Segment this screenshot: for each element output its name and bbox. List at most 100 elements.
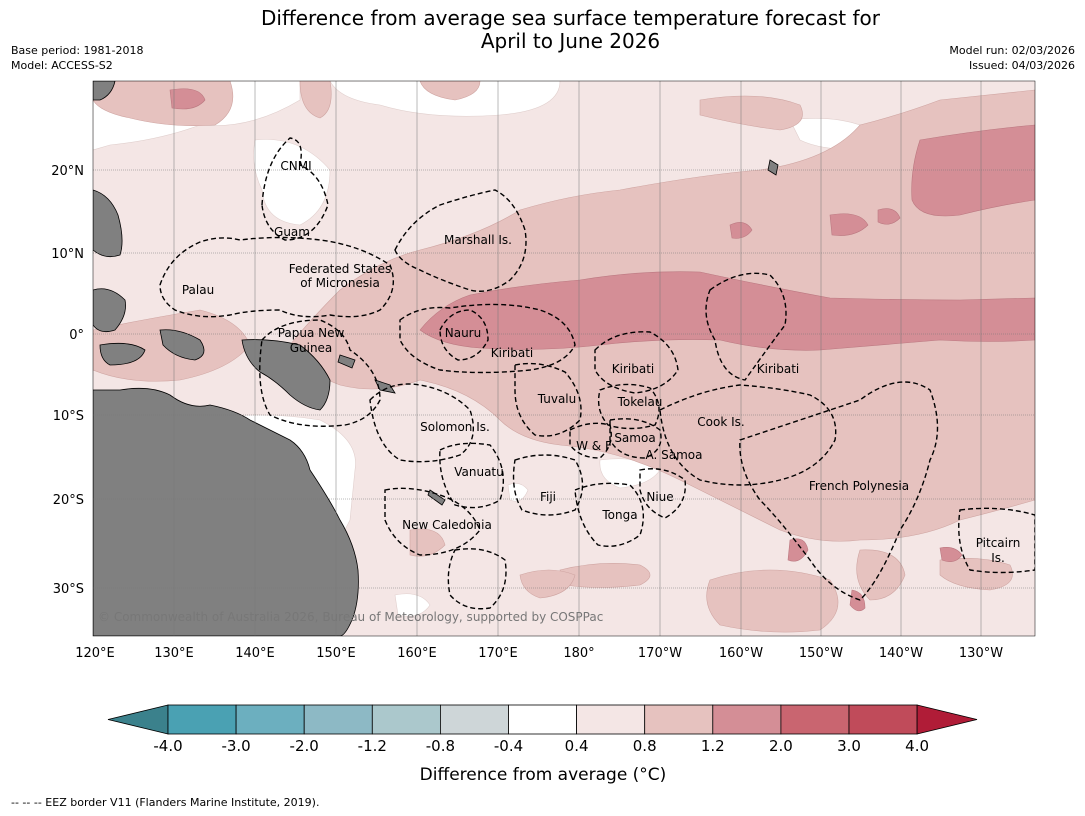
label-niue: Niue <box>646 490 673 504</box>
label-kiribati-west: Kiribati <box>491 346 533 360</box>
eez-wallis-futuna <box>569 422 612 459</box>
title-line-2: April to June 2026 <box>480 29 661 53</box>
colorbar-tick: -4.0 <box>153 737 182 755</box>
colorbar-segment <box>235 704 305 735</box>
colorbar-under-arrow <box>107 704 169 735</box>
lat-tick: 30°S <box>53 582 84 597</box>
lon-tick: 140°E <box>235 646 275 661</box>
eez-micronesia-palau <box>159 236 394 318</box>
label-french-polynesia: French Polynesia <box>809 479 909 493</box>
colorbar-segment <box>712 704 782 735</box>
lat-tick: 10°N <box>51 247 84 262</box>
colorbar-tick: -0.4 <box>494 737 523 755</box>
label-pitcairn-1: Pitcairn <box>976 536 1021 550</box>
model-run: Model run: 02/03/2026 <box>949 44 1075 57</box>
label-cook: Cook Is. <box>697 415 744 429</box>
label-tuvalu: Tuvalu <box>537 392 577 406</box>
eez-fiji <box>512 454 584 516</box>
eez-kiribati-line <box>705 272 787 381</box>
colorbar-segment <box>848 704 918 735</box>
eez-cnmi-guam <box>261 137 329 241</box>
lon-tick: 120°E <box>75 646 115 661</box>
eez-cook <box>659 384 837 486</box>
lon-tick: 150°E <box>316 646 356 661</box>
eez-tuvalu <box>514 362 582 437</box>
lat-tick: 20°S <box>53 493 84 508</box>
model-name: Model: ACCESS-S2 <box>11 59 113 72</box>
map-title: Difference from average sea surface temp… <box>0 7 1085 53</box>
eez-nauru <box>439 309 489 361</box>
latitude-lines <box>93 169 1035 589</box>
land-masses <box>93 81 779 636</box>
colorbar <box>107 704 978 735</box>
colorbar-tick: 0.8 <box>633 737 657 755</box>
region-labels: CNMI Guam Marshall Is. Federated States … <box>182 159 1020 565</box>
lon-tick: 130°W <box>959 646 1003 661</box>
hawaii <box>767 159 779 176</box>
label-png-2: Guinea <box>290 341 333 355</box>
label-fsm-1: Federated States <box>289 262 391 276</box>
new-guinea <box>241 339 331 411</box>
eez-borders <box>159 137 1035 610</box>
lon-tick: 150°W <box>799 646 843 661</box>
lon-tick: 130°E <box>154 646 194 661</box>
colorbar-segment <box>780 704 850 735</box>
title-line-1: Difference from average sea surface temp… <box>260 6 880 30</box>
eez-solomon <box>369 383 474 463</box>
eez-french-polynesia <box>739 381 939 601</box>
eez-niue <box>639 468 687 519</box>
base-period: Base period: 1981-2018 <box>11 44 144 57</box>
eez-kiribati-west <box>399 303 576 374</box>
colorbar-tick-labels: -4.0 -3.0 -2.0 -1.2 -0.8 -0.4 0.4 0.8 1.… <box>153 737 929 755</box>
eez-kiribati-phoenix <box>594 331 679 394</box>
eez-vanuatu <box>439 442 504 509</box>
label-guam: Guam <box>274 225 310 239</box>
label-tonga: Tonga <box>601 508 637 522</box>
colorbar-tick: 4.0 <box>905 737 929 755</box>
eez-tokelau <box>597 383 660 430</box>
eez-footnote: -- -- -- EEZ border V11 (Flanders Marine… <box>11 796 320 809</box>
label-new-caledonia: New Caledonia <box>402 518 492 532</box>
map-frame <box>92 80 1036 637</box>
colorbar-tick: -0.8 <box>426 737 455 755</box>
meta-right: Model run: 02/03/2026 Issued: 04/03/2026 <box>949 43 1075 73</box>
label-samoa: Samoa <box>614 431 655 445</box>
longitude-tick-labels: 120°E 130°E 140°E 150°E 160°E 170°E 180°… <box>75 646 1003 661</box>
lon-tick: 140°W <box>879 646 923 661</box>
label-fsm-2: of Micronesia <box>300 276 380 290</box>
eez-new-caledonia <box>384 487 481 556</box>
lat-tick: 20°N <box>51 164 84 179</box>
bismarck-islands <box>337 354 356 369</box>
colorbar-tick: -3.0 <box>221 737 250 755</box>
lon-tick: 170°E <box>478 646 518 661</box>
label-solomon: Solomon Is. <box>420 420 490 434</box>
lat-tick: 10°S <box>53 409 84 424</box>
label-kiribati-central: Kiribati <box>612 362 654 376</box>
lon-tick: 180° <box>563 646 594 661</box>
colorbar-segment <box>167 704 237 735</box>
colorbar-segment <box>508 704 577 735</box>
philippines <box>93 189 123 258</box>
new-caledonia-land <box>427 489 446 506</box>
map-panel: CNMI Guam Marshall Is. Federated States … <box>93 81 1035 636</box>
eez-norfolk <box>447 548 507 610</box>
colorbar-segment <box>371 704 441 735</box>
label-nauru: Nauru <box>445 326 481 340</box>
label-vanuatu: Vanuatu <box>454 465 504 479</box>
label-cnmi: CNMI <box>280 159 311 173</box>
eez-tonga <box>574 482 644 547</box>
eez-marshall <box>394 189 527 292</box>
colorbar-tick: -1.2 <box>358 737 387 755</box>
colorbar-segment <box>439 704 509 735</box>
issued-date: Issued: 04/03/2026 <box>968 59 1075 72</box>
lat-tick: 0° <box>69 328 84 343</box>
colorbar-segment <box>303 704 373 735</box>
eez-png <box>259 319 381 427</box>
label-png-1: Papua New <box>278 326 345 340</box>
label-pitcairn-2: Is. <box>991 551 1005 565</box>
latitude-tick-labels: 20°N 10°N 0° 10°S 20°S 30°S <box>51 164 84 597</box>
label-fiji: Fiji <box>540 490 556 504</box>
colorbar-segment <box>644 704 714 735</box>
colorbar-tick: 3.0 <box>837 737 861 755</box>
